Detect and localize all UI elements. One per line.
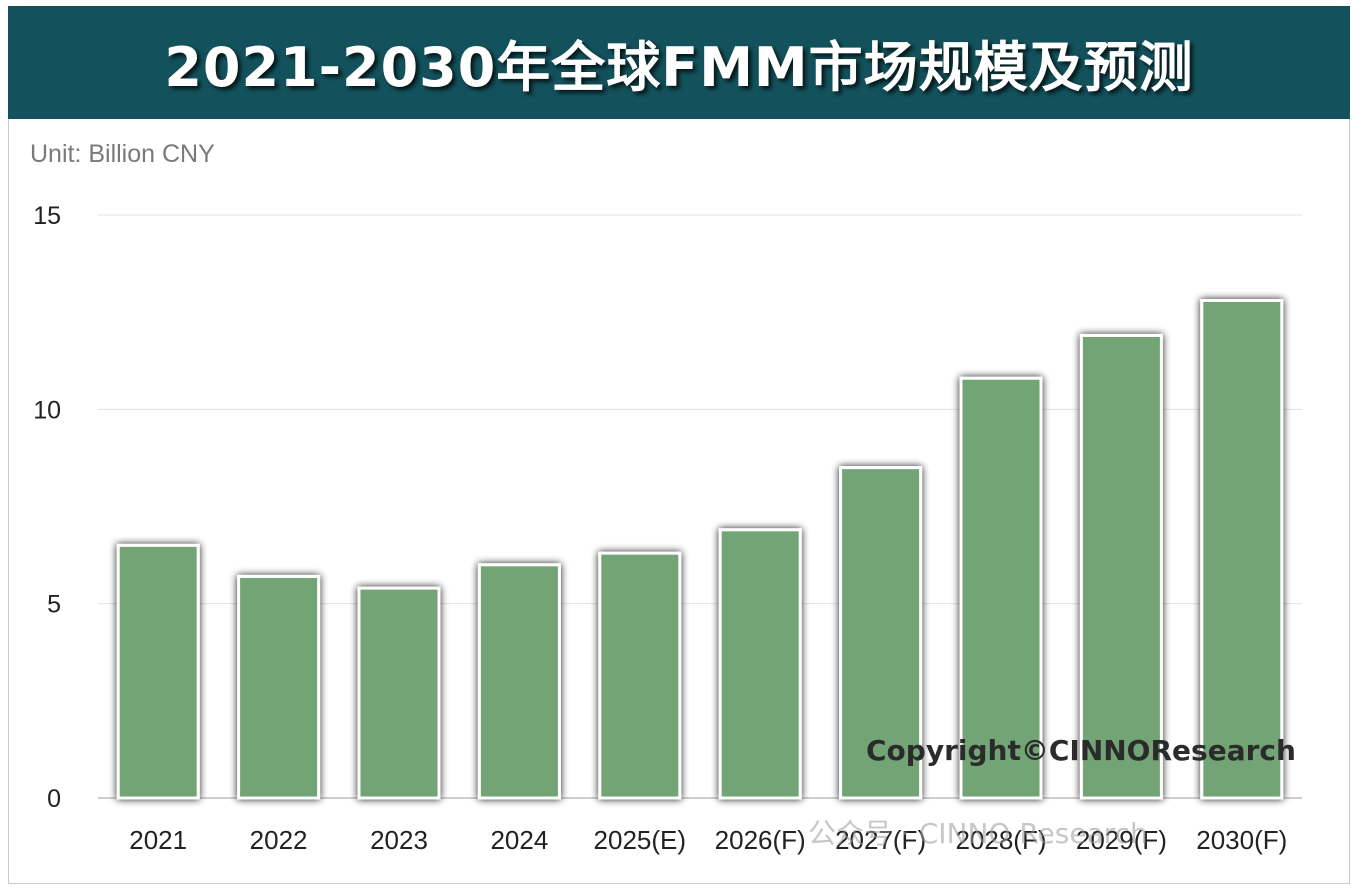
x-tick-label: 2030(F) — [1196, 825, 1287, 855]
y-tick-label: 15 — [33, 202, 61, 230]
bar-2026(F) — [718, 528, 802, 800]
bar-2030(F) — [1200, 299, 1284, 800]
x-tick-label: 2029(F) — [1076, 825, 1167, 855]
y-tick-label: 10 — [33, 396, 61, 424]
unit-label: Unit: Billion CNY — [30, 140, 215, 168]
bars — [116, 299, 1284, 800]
y-tick-label: 0 — [47, 785, 61, 813]
x-tick-label: 2024 — [490, 825, 548, 855]
x-tick-label: 2022 — [250, 825, 308, 855]
x-tick-label: 2026(F) — [715, 825, 806, 855]
x-tick-label: 2023 — [370, 825, 428, 855]
y-axis: 0 5 10 15 — [33, 202, 61, 813]
x-tick-label: 2025(E) — [594, 825, 687, 855]
chart-title: 2021-2030年全球FMM市场规模及预测 — [164, 36, 1194, 99]
x-axis: 2021 2022 2023 2024 2025(E) 2026(F) 2027(F) 202… — [129, 825, 1287, 855]
copyright-annotation: Copyright©CINNOResearch — [866, 734, 1296, 767]
bar-2022 — [237, 574, 321, 800]
bar-2023 — [357, 586, 441, 800]
bar-2027(F) — [839, 466, 923, 800]
bar-2021 — [116, 543, 200, 800]
x-tick-label: 2028(F) — [955, 825, 1046, 855]
bar-2024 — [477, 563, 561, 800]
bar-2025(E) — [598, 551, 682, 800]
watermark-text: 公众号 · CINNO Research — [808, 817, 1148, 850]
y-tick-label: 5 — [47, 591, 61, 619]
bar-2028(F) — [959, 376, 1043, 800]
title-bar: 2021-2030年全球FMM市场规模及预测 — [8, 6, 1350, 119]
bar-2029(F) — [1079, 333, 1163, 800]
x-tick-label: 2021 — [129, 825, 187, 855]
x-tick-label: 2027(F) — [835, 825, 926, 855]
